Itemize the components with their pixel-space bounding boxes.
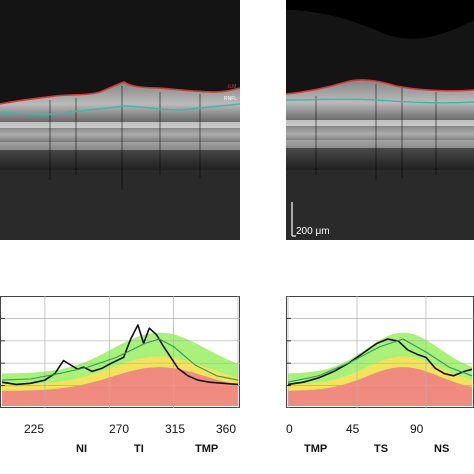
ilm-boundary-right (286, 79, 474, 95)
rnfl-boundary-left (0, 103, 240, 116)
oct-scan-left-image: ILM RNFL (0, 0, 240, 240)
scale-bar (291, 202, 296, 237)
x-tick-label: 315 (165, 422, 186, 436)
measured-thickness-line (287, 338, 473, 386)
x-tick-label: 0 (286, 422, 293, 436)
sector-label: TS (374, 443, 389, 455)
scale-bar-label: 200 μm (296, 226, 330, 237)
ilm-label: ILM (228, 84, 236, 90)
sector-label: TMP (195, 443, 219, 455)
sector-label: NS (434, 443, 450, 455)
mean-thickness-line (1, 338, 239, 381)
sector-label: TI (134, 443, 144, 455)
x-tick-label: 225 (24, 422, 45, 436)
thickness-chart-left (0, 296, 240, 408)
x-tick-label: 90 (410, 422, 424, 436)
ilm-boundary-left (0, 81, 240, 105)
thickness-chart-left-plot (0, 296, 240, 408)
mean-thickness-line (287, 338, 473, 383)
x-tick-label: 45 (346, 422, 360, 436)
oct-scan-right: 200 μm (286, 0, 474, 240)
rnfl-boundary-right (286, 98, 474, 104)
thickness-chart-right (286, 296, 474, 408)
x-tick-label: 270 (109, 422, 130, 436)
rnfl-label: RNFL (224, 96, 237, 102)
x-tick-label: 360 (216, 422, 237, 436)
sector-label: NI (76, 443, 87, 455)
thickness-chart-right-plot (286, 296, 474, 408)
oct-scan-right-image: 200 μm (286, 0, 474, 240)
measured-thickness-line (1, 324, 239, 386)
normative-band-red (2, 367, 238, 406)
sector-label: TMP (304, 443, 328, 455)
oct-scan-left: ILM RNFL (0, 0, 240, 240)
